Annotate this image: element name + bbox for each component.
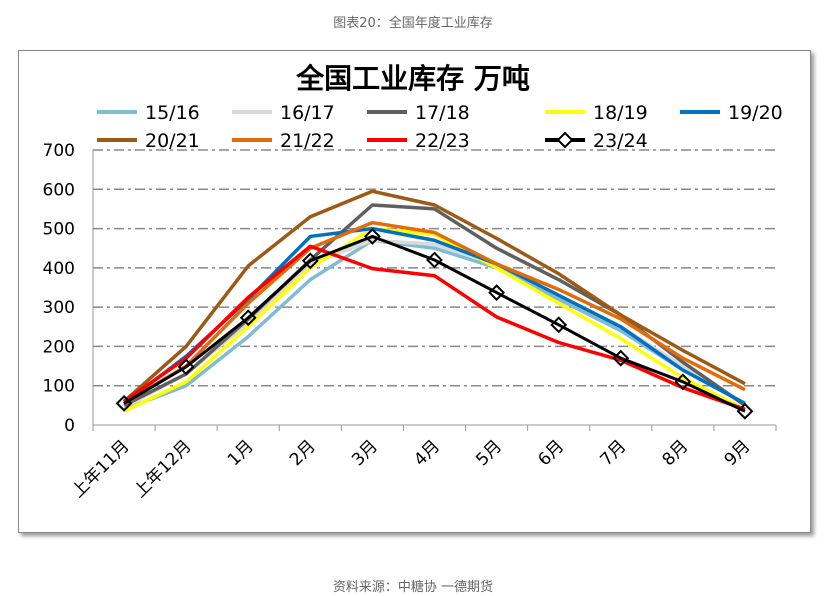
data-point-marker — [239, 309, 257, 327]
chart-frame — [18, 50, 811, 533]
x-tick-label: 9月 — [721, 436, 755, 470]
x-tick-label: 5月 — [472, 436, 506, 470]
y-tick-label: 600 — [43, 180, 75, 200]
x-tick-label: 3月 — [348, 436, 382, 470]
legend-label: 21/22 — [280, 130, 335, 152]
data-point-marker — [301, 252, 319, 270]
series-line-22-23 — [123, 244, 746, 411]
chart-title: 全国工业库存 万吨 — [295, 62, 530, 95]
x-tick-label: 8月 — [659, 436, 693, 470]
legend-label: 16/17 — [280, 102, 335, 124]
y-tick-label: 400 — [43, 259, 75, 279]
series-line-16-17 — [123, 238, 746, 409]
y-tick-label: 700 — [43, 141, 75, 161]
y-tick-label: 100 — [43, 377, 75, 397]
y-tick-label: 200 — [43, 337, 75, 357]
data-point-marker — [674, 373, 692, 391]
data-point-marker — [177, 358, 195, 376]
series-line-23-24 — [123, 234, 746, 413]
legend-label: 15/16 — [145, 102, 200, 124]
data-point-marker — [363, 228, 381, 245]
data-point-marker — [550, 316, 568, 334]
y-tick-label: 300 — [43, 298, 75, 318]
data-point-marker — [488, 284, 506, 302]
x-tick-label: 7月 — [596, 436, 630, 470]
series-line-19-20 — [122, 226, 746, 405]
y-tick-label: 0 — [64, 416, 75, 436]
legend-label: 18/19 — [593, 102, 648, 124]
x-tick-label: 上年11月 — [68, 436, 134, 502]
x-tick-label: 4月 — [410, 436, 444, 470]
x-tick-label: 6月 — [534, 436, 568, 470]
legend-label: 23/24 — [593, 130, 648, 152]
source-caption: 资料来源：中糖协 一德期货 — [332, 580, 494, 595]
y-tick-label: 500 — [43, 220, 75, 240]
x-tick-label: 2月 — [286, 436, 320, 470]
data-point-marker — [115, 394, 133, 412]
legend-label: 17/18 — [415, 102, 470, 124]
data-point-marker — [426, 251, 443, 269]
x-tick-label: 上年12月 — [130, 436, 196, 502]
data-point-marker — [612, 349, 630, 367]
legend-marker — [556, 131, 574, 149]
x-tick-label: 1月 — [224, 436, 258, 470]
legend-label: 19/20 — [728, 102, 783, 124]
legend-label: 20/21 — [145, 130, 200, 152]
series-line-20-21 — [122, 189, 746, 403]
data-point-marker — [736, 402, 754, 420]
series-line-18-19 — [123, 226, 746, 413]
series-line-21-22 — [123, 220, 746, 405]
legend-label: 22/23 — [415, 130, 470, 152]
series-line-15-16 — [123, 238, 746, 411]
figure-caption: 图表20：全国年度工业库存 — [333, 16, 493, 31]
